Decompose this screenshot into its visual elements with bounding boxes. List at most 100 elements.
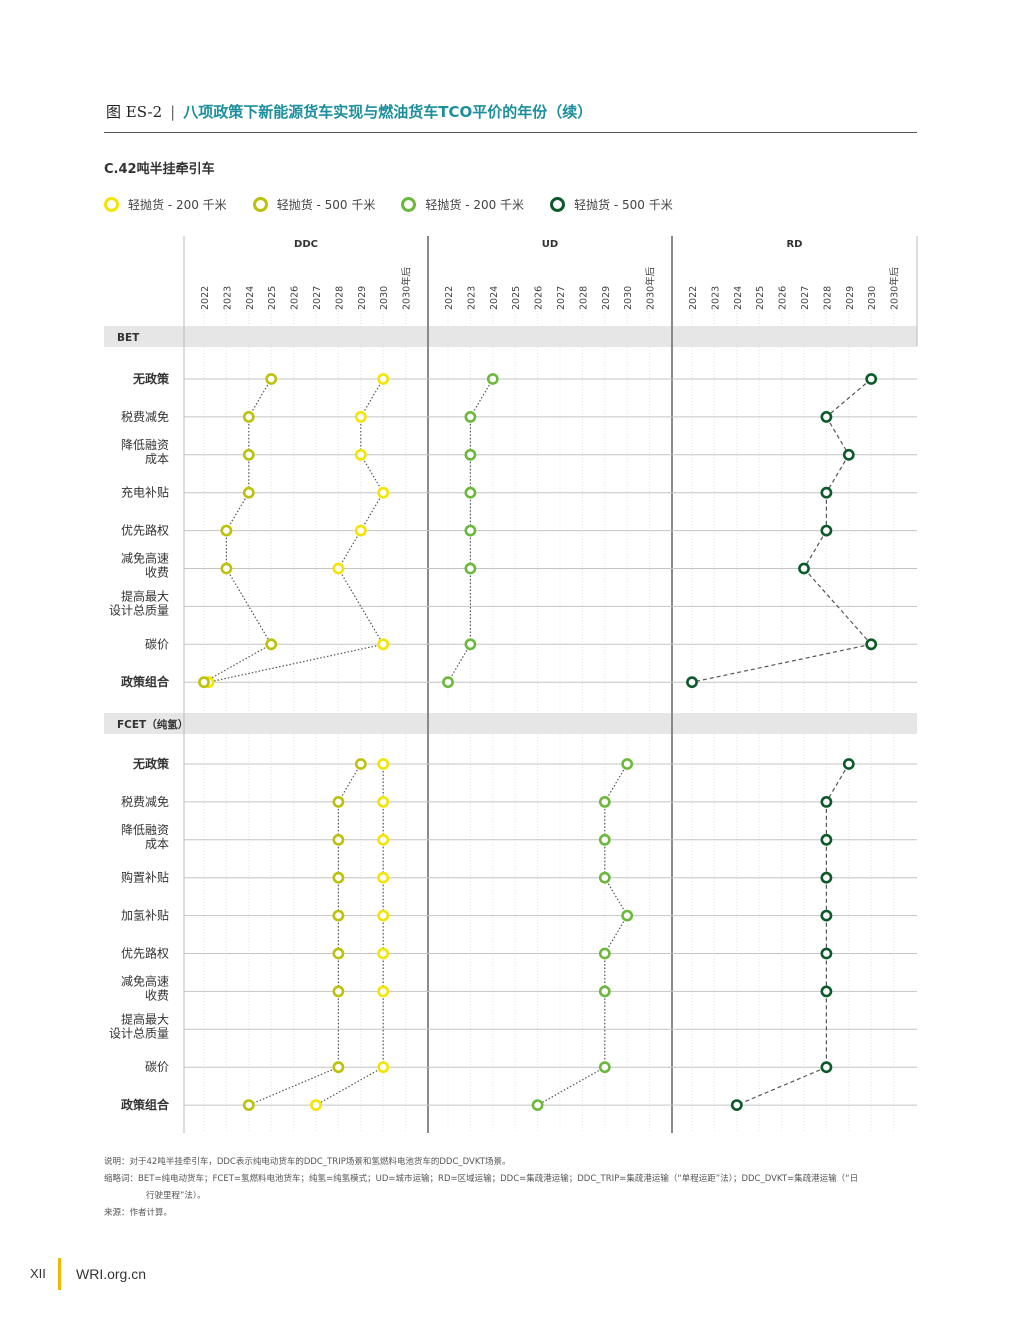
- data-point: [842, 758, 855, 770]
- year-tick-label: 2023: [466, 286, 477, 310]
- series-connector: [248, 1066, 339, 1106]
- data-point: [198, 676, 210, 689]
- footer-site: WRI.org.cn: [76, 1266, 147, 1282]
- policy-label: 政策组合: [121, 674, 170, 689]
- data-point: [332, 1061, 345, 1074]
- year-tick-label: 2030: [379, 286, 390, 310]
- series-connector: [337, 530, 362, 569]
- legend-marker-icon: [104, 197, 119, 212]
- figure-number: 图 ES-2: [106, 103, 163, 121]
- policy-label: 收费: [145, 566, 169, 580]
- series-connector: [736, 1066, 827, 1106]
- data-point: [377, 638, 390, 651]
- note-abbreviations-cont: 行驶里程”法）。: [146, 1191, 206, 1201]
- data-point: [820, 796, 833, 808]
- series-connector: [604, 763, 628, 803]
- legend-item: 轻抛货 - 200 千米: [401, 196, 524, 213]
- policy-year-chart: BET FCET（纯氢） DDC 2022 2023 2024 2025 2026 2027 20…: [104, 236, 918, 1133]
- policy-label: 碳价: [145, 637, 169, 651]
- data-point: [377, 985, 390, 998]
- data-point: [598, 796, 611, 808]
- page-number: XII: [30, 1266, 46, 1281]
- series-connector: [337, 568, 384, 645]
- data-point: [220, 562, 233, 575]
- policy-label: 减免高速: [121, 551, 169, 566]
- panel-title: UD: [542, 239, 558, 250]
- data-point: [310, 1099, 322, 1111]
- section-band: [104, 713, 917, 734]
- data-point: [820, 909, 833, 922]
- section-band: [104, 326, 917, 347]
- data-point: [377, 796, 390, 808]
- data-point: [531, 1099, 544, 1111]
- data-point: [621, 758, 634, 770]
- section-label: FCET（纯氢）: [117, 718, 188, 731]
- legend-marker-icon: [550, 197, 566, 212]
- note-explanation: 说明：对于42吨半挂牵引车，DDC表示纯电动货车的DDC_TRIP场景和氢燃料电…: [104, 1157, 511, 1167]
- data-point: [621, 909, 634, 922]
- year-tick-label: 2024: [733, 286, 744, 310]
- year-tick-label: 2022: [688, 286, 699, 310]
- data-point: [820, 1061, 833, 1074]
- policy-label: 减免高速: [121, 973, 169, 988]
- policy-label: 降低融资: [121, 438, 169, 452]
- year-tick-label: 2029: [357, 286, 368, 310]
- data-point: [820, 410, 833, 423]
- year-tick-label: 2025: [511, 286, 522, 310]
- data-point: [820, 947, 833, 960]
- data-point: [377, 871, 390, 884]
- series-connector: [447, 643, 471, 683]
- legend-label: 轻抛货 - 200 千米: [425, 198, 525, 212]
- figure-title: 图 ES-2 | 八项政策下新能源货车实现与燃油货车TCO平价的年份（续）: [106, 101, 592, 122]
- chart-subtitle: C.42吨半挂牵引车: [104, 162, 215, 177]
- data-point: [464, 486, 477, 499]
- series-connector: [691, 643, 872, 683]
- year-tick-label: 2024: [489, 286, 500, 310]
- data-point: [242, 1099, 255, 1111]
- year-tick-label: 2024: [245, 286, 256, 310]
- data-point: [242, 410, 255, 423]
- data-point: [332, 796, 345, 808]
- policy-label: 购置补贴: [121, 870, 169, 885]
- figure-title-text: 八项政策下新能源货车实现与燃油货车TCO平价的年份（续）: [183, 103, 593, 121]
- series-connector: [225, 492, 250, 531]
- series-connector: [604, 877, 628, 916]
- policy-label: 优先路权: [121, 523, 169, 538]
- year-tick-label: 2029: [601, 286, 612, 310]
- policy-label: 无政策: [132, 371, 170, 386]
- data-point: [377, 833, 390, 846]
- legend: 轻抛货 - 200 千米 轻抛货 - 500 千米 轻抛货 - 200 千米 轻…: [104, 196, 699, 213]
- data-point: [865, 638, 878, 651]
- data-point: [265, 373, 278, 385]
- legend-item: 轻抛货 - 200 千米: [104, 196, 227, 213]
- data-point: [377, 758, 390, 770]
- series-connector: [360, 454, 384, 494]
- data-point: [377, 909, 390, 922]
- year-tick-label: 2028: [822, 286, 833, 310]
- series-connector: [826, 378, 872, 418]
- series-connector: [337, 763, 362, 803]
- year-tick-label: 2028: [334, 286, 345, 310]
- series-connector: [248, 378, 272, 418]
- data-point: [686, 676, 698, 689]
- legend-marker-icon: [252, 197, 268, 212]
- data-point: [242, 486, 255, 499]
- data-point: [332, 909, 345, 922]
- year-tick-label: 2025: [755, 286, 766, 310]
- policy-label: 提高最大: [121, 588, 169, 603]
- data-point: [265, 638, 278, 651]
- year-tick-label: 2029: [845, 286, 856, 310]
- data-point: [354, 758, 367, 770]
- data-point: [598, 985, 611, 998]
- policy-label: 收费: [145, 988, 169, 1002]
- data-point: [598, 833, 611, 846]
- policy-label: 税费减免: [121, 794, 169, 809]
- data-point: [842, 448, 855, 461]
- series-connector: [604, 915, 628, 954]
- policy-label: 成本: [145, 837, 169, 851]
- year-tick-label: 2030年后: [889, 266, 901, 310]
- year-tick-label: 2027: [312, 286, 323, 310]
- data-point: [820, 985, 833, 998]
- policy-label: 加氢补贴: [121, 908, 169, 923]
- year-tick-label: 2026: [778, 286, 789, 310]
